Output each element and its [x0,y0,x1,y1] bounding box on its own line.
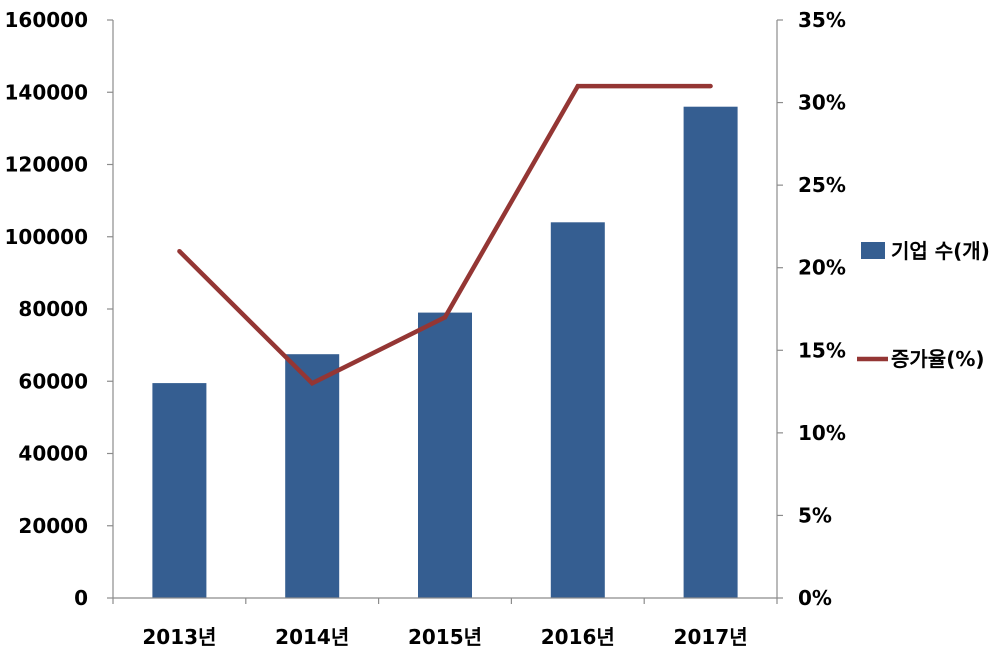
line-point-0 [177,249,182,254]
bar-2 [418,312,472,598]
line-point-2 [442,315,448,320]
y-tick-label-left-5: 100000 [5,225,89,249]
line-point-3 [575,83,580,89]
y-tick-label-right-3: 15% [798,338,846,362]
y-tick-label-left-6: 120000 [5,153,89,177]
y-tick-label-left-4: 80000 [18,297,88,321]
y-tick-label-right-7: 35% [798,8,846,32]
y-tick-label-left-8: 160000 [5,8,89,32]
line-point-1 [310,381,315,386]
y-tick-label-left-3: 60000 [18,369,88,393]
x-tick-label-4: 2017년 [674,625,748,649]
y-tick-label-left-2: 40000 [18,442,88,466]
x-tick-label-3: 2016년 [541,625,615,649]
y-tick-label-right-0: 0% [798,586,832,610]
line-layer [177,83,713,387]
legend-swatch-bar [861,242,885,259]
line-point-4 [708,83,713,89]
y-tick-label-right-1: 5% [798,503,832,527]
bars-layer [152,106,738,599]
legend-label-line: 증가율(%) [891,347,985,371]
bar-4 [683,106,738,598]
y-tick-label-right-5: 25% [798,173,846,197]
y-tick-label-left-7: 140000 [5,80,89,104]
y-tick-label-right-2: 10% [798,421,846,445]
x-tick-label-1: 2014년 [275,625,349,649]
legend: 기업 수(개) 증가율(%) [857,239,990,371]
y-tick-label-right-4: 20% [798,256,846,280]
y-tick-label-left-0: 0 [74,586,88,610]
y-tick-label-left-1: 20000 [18,514,88,538]
x-tick-label-0: 2013년 [142,625,216,649]
bar-0 [152,383,207,598]
y-tick-label-right-6: 30% [798,91,846,115]
bar-1 [285,354,340,598]
x-tick-label-2: 2015년 [408,625,482,649]
bar-3 [550,222,605,599]
axes-layer: 0 20000 40000 60000 80000 100000 120000 140000 1… [5,8,846,649]
legend-label-bar: 기업 수(개) [891,239,990,263]
